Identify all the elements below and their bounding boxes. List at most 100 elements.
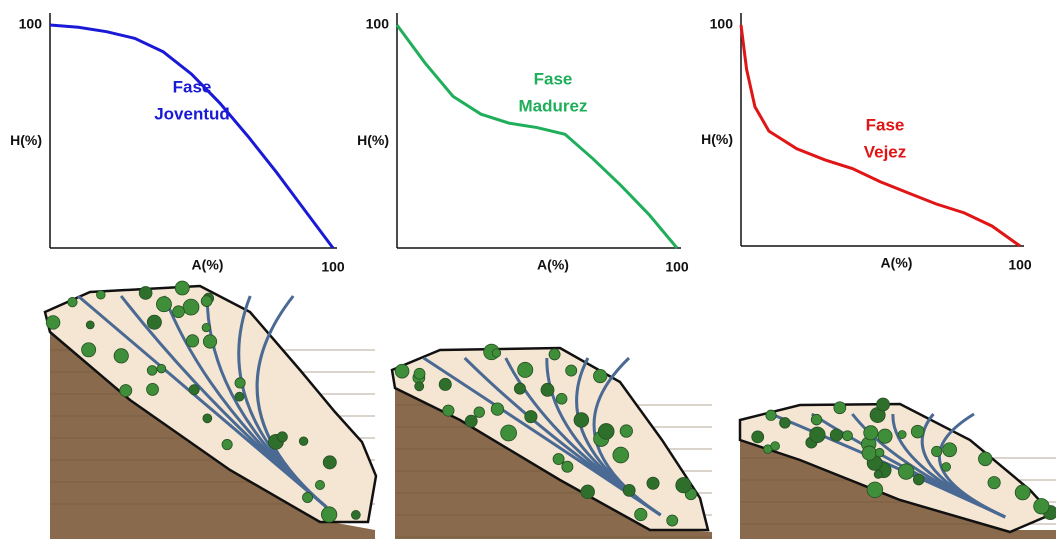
phase-label: Fase (534, 69, 573, 88)
tree (439, 378, 451, 390)
tree (562, 461, 573, 472)
phase-label: Joventud (154, 104, 230, 123)
tree (120, 385, 132, 397)
y-axis-label: H(%) (701, 131, 733, 147)
figure: 100 100 H(%) A(%) Fase Joventud 100 100 H(%) A(%)… (0, 0, 1056, 539)
tree (114, 349, 128, 363)
tree (395, 364, 409, 378)
phase-label: Vejez (864, 142, 907, 161)
tree (780, 418, 791, 429)
tree (811, 414, 822, 425)
tree (913, 474, 924, 485)
tree (843, 431, 853, 441)
tree (186, 335, 198, 347)
tree (647, 477, 659, 489)
tree (676, 478, 691, 493)
tree (932, 446, 942, 456)
x-axis-label: A(%) (192, 257, 224, 273)
tree (501, 425, 517, 441)
tree (834, 402, 846, 414)
x-tick-label: 100 (321, 259, 345, 275)
y-axis-label: H(%) (10, 132, 42, 148)
tree (514, 383, 525, 394)
tree (574, 413, 589, 428)
y-tick-label: 100 (710, 16, 734, 32)
tree (978, 452, 992, 466)
tree (351, 510, 360, 519)
tree (549, 349, 560, 360)
tree (46, 316, 60, 330)
tree (299, 437, 308, 446)
y-axis-label: H(%) (357, 132, 389, 148)
tree (556, 393, 567, 404)
tree (139, 287, 152, 300)
tree (593, 369, 606, 382)
tree (156, 297, 171, 312)
tree (581, 485, 595, 499)
tree (898, 431, 906, 439)
tree (235, 378, 245, 388)
tree (302, 492, 312, 502)
tree (864, 426, 878, 440)
tree (623, 484, 635, 496)
tree (82, 343, 96, 357)
tree (598, 424, 614, 440)
tree (202, 323, 210, 331)
tree (173, 306, 185, 318)
tree (68, 297, 77, 306)
tree (203, 414, 212, 423)
x-axis-label: A(%) (881, 255, 913, 271)
phase-label: Fase (866, 115, 905, 134)
tree (942, 463, 951, 472)
charts: 100 100 H(%) A(%) Fase Joventud 100 100 H(%) A(%)… (10, 13, 1032, 275)
tree (988, 476, 1000, 488)
tree (875, 448, 884, 457)
tree (874, 470, 882, 478)
tree (315, 480, 324, 489)
tree (752, 431, 764, 443)
y-tick-label: 100 (19, 16, 43, 32)
tree (183, 299, 199, 315)
tree (867, 482, 883, 498)
curve (741, 25, 1020, 246)
tree (86, 321, 94, 329)
tree (97, 290, 106, 299)
tree (443, 405, 454, 416)
tree (157, 364, 166, 373)
tree (667, 515, 678, 526)
tree (830, 429, 842, 441)
curve (50, 25, 333, 248)
tree (862, 446, 876, 460)
tree (201, 296, 212, 307)
tree (321, 507, 336, 522)
tree (147, 366, 157, 376)
tree (235, 392, 244, 401)
tree (1015, 485, 1030, 500)
tree (277, 432, 287, 442)
curve (397, 25, 677, 248)
tree (175, 281, 189, 295)
tree (491, 403, 503, 415)
y-tick-label: 100 (366, 16, 390, 32)
tree (1034, 499, 1049, 514)
tree (465, 415, 477, 427)
tree (771, 442, 780, 451)
tree (766, 410, 776, 420)
tree (541, 383, 554, 396)
tree (525, 410, 537, 422)
tree (877, 398, 890, 411)
tree (492, 349, 500, 357)
tree (147, 383, 159, 395)
tree (414, 368, 425, 379)
tree (222, 439, 232, 449)
tree (898, 464, 914, 480)
tree (878, 429, 892, 443)
tree (203, 335, 216, 348)
x-tick-label: 100 (1008, 257, 1032, 273)
tree (566, 365, 577, 376)
tree (943, 443, 957, 457)
x-axis-label: A(%) (537, 257, 569, 273)
illustrations (45, 281, 1056, 539)
tree (323, 456, 336, 469)
tree (474, 407, 485, 418)
